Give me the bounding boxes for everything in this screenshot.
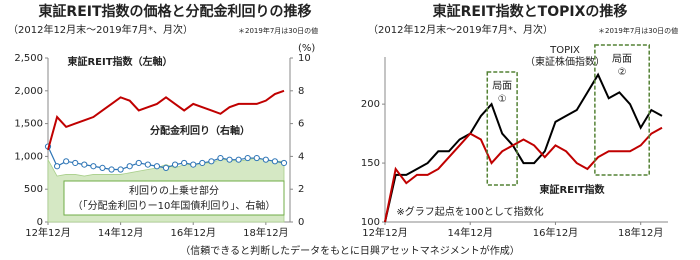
- annotation: （「分配金利回りー10年国債利回り」、右軸）: [73, 199, 276, 212]
- phase-label: 局面 ②: [612, 53, 632, 78]
- marker: [181, 159, 188, 167]
- series-label: 東証REIT指数: [539, 183, 605, 196]
- marker: [244, 154, 251, 162]
- annotation: ※グラフ起点を100として指数化: [396, 205, 543, 218]
- x-tick-label: 12年12月: [25, 226, 70, 239]
- chart-note: ＊2019年7月は30日の値: [598, 26, 678, 35]
- marker: [90, 163, 97, 170]
- marker: [253, 154, 260, 162]
- x-tick-label: 14年12月: [448, 226, 493, 239]
- marker: [208, 158, 215, 165]
- marker: [63, 158, 70, 165]
- phase-box: [486, 71, 518, 186]
- marker: [117, 166, 124, 173]
- y-tick-label: 100: [361, 217, 380, 228]
- marker: [126, 163, 133, 170]
- marker: [99, 164, 106, 171]
- marker: [171, 161, 179, 168]
- chart-subtitle: （2012年12月末～2019年7月*、月次）: [368, 23, 553, 36]
- marker: [280, 159, 288, 167]
- x-tick-label: 16年12月: [171, 226, 216, 239]
- marker: [153, 163, 161, 170]
- y2-unit: (%): [298, 43, 315, 54]
- x-tick-label: 18年12月: [243, 226, 288, 239]
- marker: [217, 154, 224, 162]
- annotation-box: [63, 180, 285, 216]
- line: [47, 89, 285, 151]
- y2-tick-label: 4: [298, 151, 304, 162]
- y-tick-label: 1,500: [14, 119, 43, 130]
- y2-tick-label: 10: [298, 53, 311, 64]
- chart-subtitle: （2012年12月末～2019年7月*、月次）: [8, 23, 193, 36]
- series-label: 分配金利回り（右軸）: [150, 124, 250, 137]
- line: [384, 72, 663, 223]
- phase-box: [594, 44, 650, 176]
- marker: [144, 161, 151, 168]
- marker: [235, 156, 242, 163]
- marker: [81, 161, 88, 168]
- chart-note: ＊2019年7月は30日の値: [238, 26, 318, 35]
- marker: [226, 156, 233, 163]
- y-tick-label: 200: [361, 99, 380, 110]
- chart-title: 東証REIT指数とTOPIXの推移: [433, 3, 628, 20]
- series-label: 利回りの上乗せ部分: [129, 184, 219, 197]
- x-tick-label: 14年12月: [98, 226, 143, 239]
- source-note: （信頼できると判断したデータをもとに日興アセットマネジメントが作成）: [180, 244, 519, 257]
- chart-title: 東証REIT指数の価格と分配金利回りの推移: [38, 3, 311, 20]
- x-tick-label: 16年12月: [533, 226, 578, 239]
- marker: [271, 158, 279, 165]
- marker: [199, 159, 206, 167]
- series-label: TOPIX （東証株価指数）: [525, 45, 605, 68]
- marker: [190, 161, 197, 168]
- marker: [135, 159, 142, 167]
- x-tick-label: 12年12月: [362, 226, 407, 239]
- y-tick-label: 1,000: [14, 151, 43, 162]
- y2-tick-label: 2: [298, 184, 304, 195]
- y2-tick-label: 6: [298, 119, 304, 130]
- y2-tick-label: 8: [298, 86, 304, 97]
- y-tick-label: 150: [361, 158, 380, 169]
- y2-tick-label: 0: [298, 217, 304, 228]
- y-tick-label: 2,000: [14, 86, 43, 97]
- x-tick-label: 18年12月: [618, 226, 663, 239]
- y-tick-label: 0: [37, 217, 43, 228]
- marker: [72, 159, 79, 167]
- line: [384, 126, 663, 223]
- marker: [53, 163, 61, 170]
- y-tick-label: 500: [24, 184, 43, 195]
- marker: [262, 156, 269, 163]
- marker: [162, 164, 170, 171]
- y-tick-label: 2,500: [14, 53, 43, 64]
- series-label: 東証REIT指数（左軸）: [67, 55, 172, 68]
- phase-label: 局面 ①: [492, 80, 512, 105]
- marker: [108, 166, 115, 173]
